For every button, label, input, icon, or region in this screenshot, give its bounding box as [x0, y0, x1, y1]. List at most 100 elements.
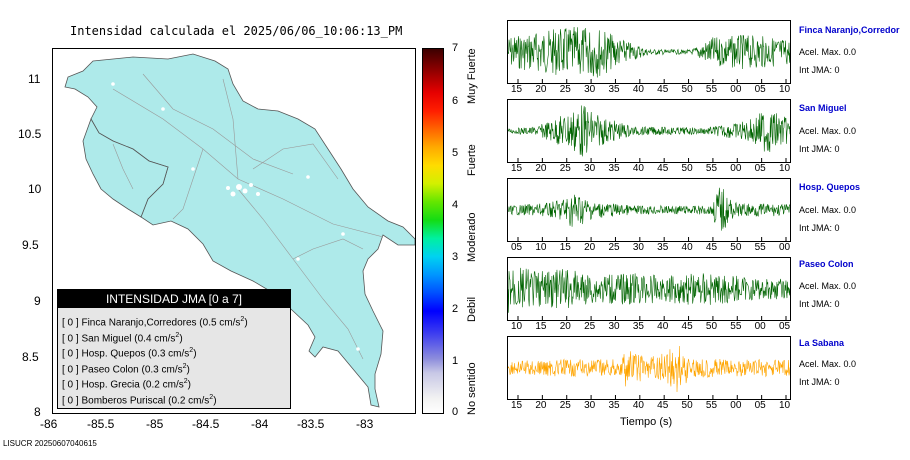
- legend-intensity: [ 0 ]: [62, 363, 79, 375]
- time-tick-label: 35: [657, 242, 669, 253]
- int-jma: Int JMA: 0: [799, 223, 840, 233]
- legend-intensity: [ 0 ]: [62, 394, 79, 406]
- legend-row: [ 0 ] Hosp. Grecia (0.2 cm/s2): [58, 374, 290, 390]
- city-dot: [226, 186, 230, 190]
- time-tick-label: 15: [535, 321, 547, 332]
- city-dot: [356, 347, 360, 351]
- road-network: [112, 73, 384, 360]
- lat-tick: 9: [34, 294, 41, 308]
- legend-station: Paseo Colon (0.3 cm/s: [81, 363, 183, 375]
- city-dot: [111, 82, 115, 86]
- costa-rica-map-svg: [64, 53, 415, 408]
- time-tick-label: 45: [657, 84, 669, 95]
- legend-close: ): [186, 363, 190, 375]
- time-tick-label: 35: [608, 163, 620, 174]
- road: [142, 73, 294, 175]
- time-tick-label: 55: [730, 321, 742, 332]
- time-tick-label: 15: [511, 84, 523, 95]
- legend-row: [ 0 ] Paseo Colon (0.3 cm/s2): [58, 359, 290, 375]
- lon-tick: -86: [40, 417, 58, 431]
- lat-tick: 11: [28, 72, 41, 86]
- lon-tick: -85: [146, 417, 164, 431]
- time-tick-label: 10: [779, 84, 791, 95]
- waveform-svg: [508, 345, 790, 399]
- time-tick-label: 20: [535, 84, 547, 95]
- time-tick-label: 50: [681, 163, 693, 174]
- time-tick-label: 15: [559, 242, 571, 253]
- city-dot: [296, 257, 300, 261]
- waveform-panel: [507, 20, 791, 84]
- waveform-panel: [507, 99, 791, 163]
- int-jma: Int JMA: 0: [799, 377, 840, 387]
- time-tick-label: 50: [730, 242, 742, 253]
- legend-title: INTENSIDAD JMA [0 a 7]: [58, 290, 290, 308]
- time-tick-label: 50: [681, 84, 693, 95]
- legend-close: ): [179, 332, 183, 344]
- colorbar-tick: 7: [452, 42, 459, 54]
- time-tick-label: 00: [779, 242, 791, 253]
- lat-tick: 10: [28, 182, 42, 196]
- time-tick-label: 25: [584, 321, 596, 332]
- colorbar-tick: 4: [452, 199, 459, 211]
- lat-tick: 8.5: [22, 350, 39, 364]
- waveform-svg: [508, 267, 790, 320]
- time-tick-label: 20: [535, 163, 547, 174]
- time-tick-label: 05: [754, 163, 766, 174]
- city-dot: [230, 191, 236, 197]
- lon-tick: -84: [251, 417, 269, 431]
- station-name: San Miguel: [799, 103, 847, 113]
- time-tick-label: 30: [608, 321, 620, 332]
- time-tick-label: 55: [705, 400, 718, 411]
- time-tick-label: 05: [779, 321, 791, 332]
- colorbar-word: No sentido: [466, 362, 478, 415]
- nicoya-peninsula: [82, 118, 169, 218]
- road: [237, 188, 364, 360]
- time-tick-label: 35: [632, 321, 644, 332]
- legend-close: ): [213, 394, 217, 406]
- time-tick-label: 45: [705, 242, 718, 253]
- time-tick-label: 25: [559, 400, 571, 411]
- waveform-trace: [508, 267, 790, 313]
- time-tick-label: 55: [754, 242, 766, 253]
- waveform-trace: [508, 187, 790, 231]
- footer-id: LISUCR 20250607040615: [3, 439, 97, 448]
- legend-sup: 2: [209, 393, 214, 401]
- colorbar-word: Fuerte: [466, 144, 478, 176]
- legend-close: ): [193, 348, 197, 360]
- legend-station: Hosp. Quepos (0.3 cm/s: [81, 348, 190, 360]
- waveform-panel: [507, 336, 791, 400]
- city-dot: [249, 183, 253, 187]
- city-dot: [191, 167, 195, 171]
- road: [112, 143, 134, 190]
- x-axis-label: Tiempo (s): [620, 416, 673, 428]
- station-name: La Sabana: [799, 338, 845, 348]
- city-dot: [341, 232, 345, 236]
- legend-sup: 2: [183, 378, 188, 385]
- road: [222, 78, 239, 180]
- road: [292, 238, 364, 260]
- legend-row: [ 0 ] Finca Naranjo,Corredores (0.5 cm/s…: [58, 312, 290, 328]
- city-dot: [236, 184, 242, 190]
- legend-close: ): [187, 379, 191, 391]
- time-tick-label: 10: [779, 400, 791, 411]
- legend-intensity: [ 0 ]: [62, 317, 79, 329]
- colorbar-tick: 2: [452, 303, 459, 315]
- intensity-colorbar: [422, 48, 444, 414]
- colorbar-word: Moderado: [466, 212, 478, 262]
- legend-sup: 2: [182, 362, 187, 370]
- station-name: Finca Naranjo,Corredor: [799, 25, 900, 35]
- time-tick-label: 25: [559, 163, 571, 174]
- time-tick-label: 20: [535, 400, 547, 411]
- legend-station: Hosp. Grecia (0.2 cm/s: [81, 379, 184, 391]
- lon-tick: -83: [356, 417, 374, 431]
- time-tick-label: 25: [559, 84, 571, 95]
- time-tick-label: 40: [657, 321, 669, 332]
- acel-max: Acel. Max. 0.0: [799, 126, 857, 136]
- int-jma: Int JMA: 0: [799, 144, 840, 154]
- map-title: Intensidad calculada el 2025/06/06_10:06…: [70, 24, 403, 38]
- legend-row: [ 0 ] San Miguel (0.4 cm/s2): [58, 328, 290, 344]
- time-tick-label: 40: [632, 163, 644, 174]
- time-tick-label: 00: [730, 163, 742, 174]
- time-tick-label: 10: [779, 163, 791, 174]
- colorbar-tick: 0: [452, 406, 459, 418]
